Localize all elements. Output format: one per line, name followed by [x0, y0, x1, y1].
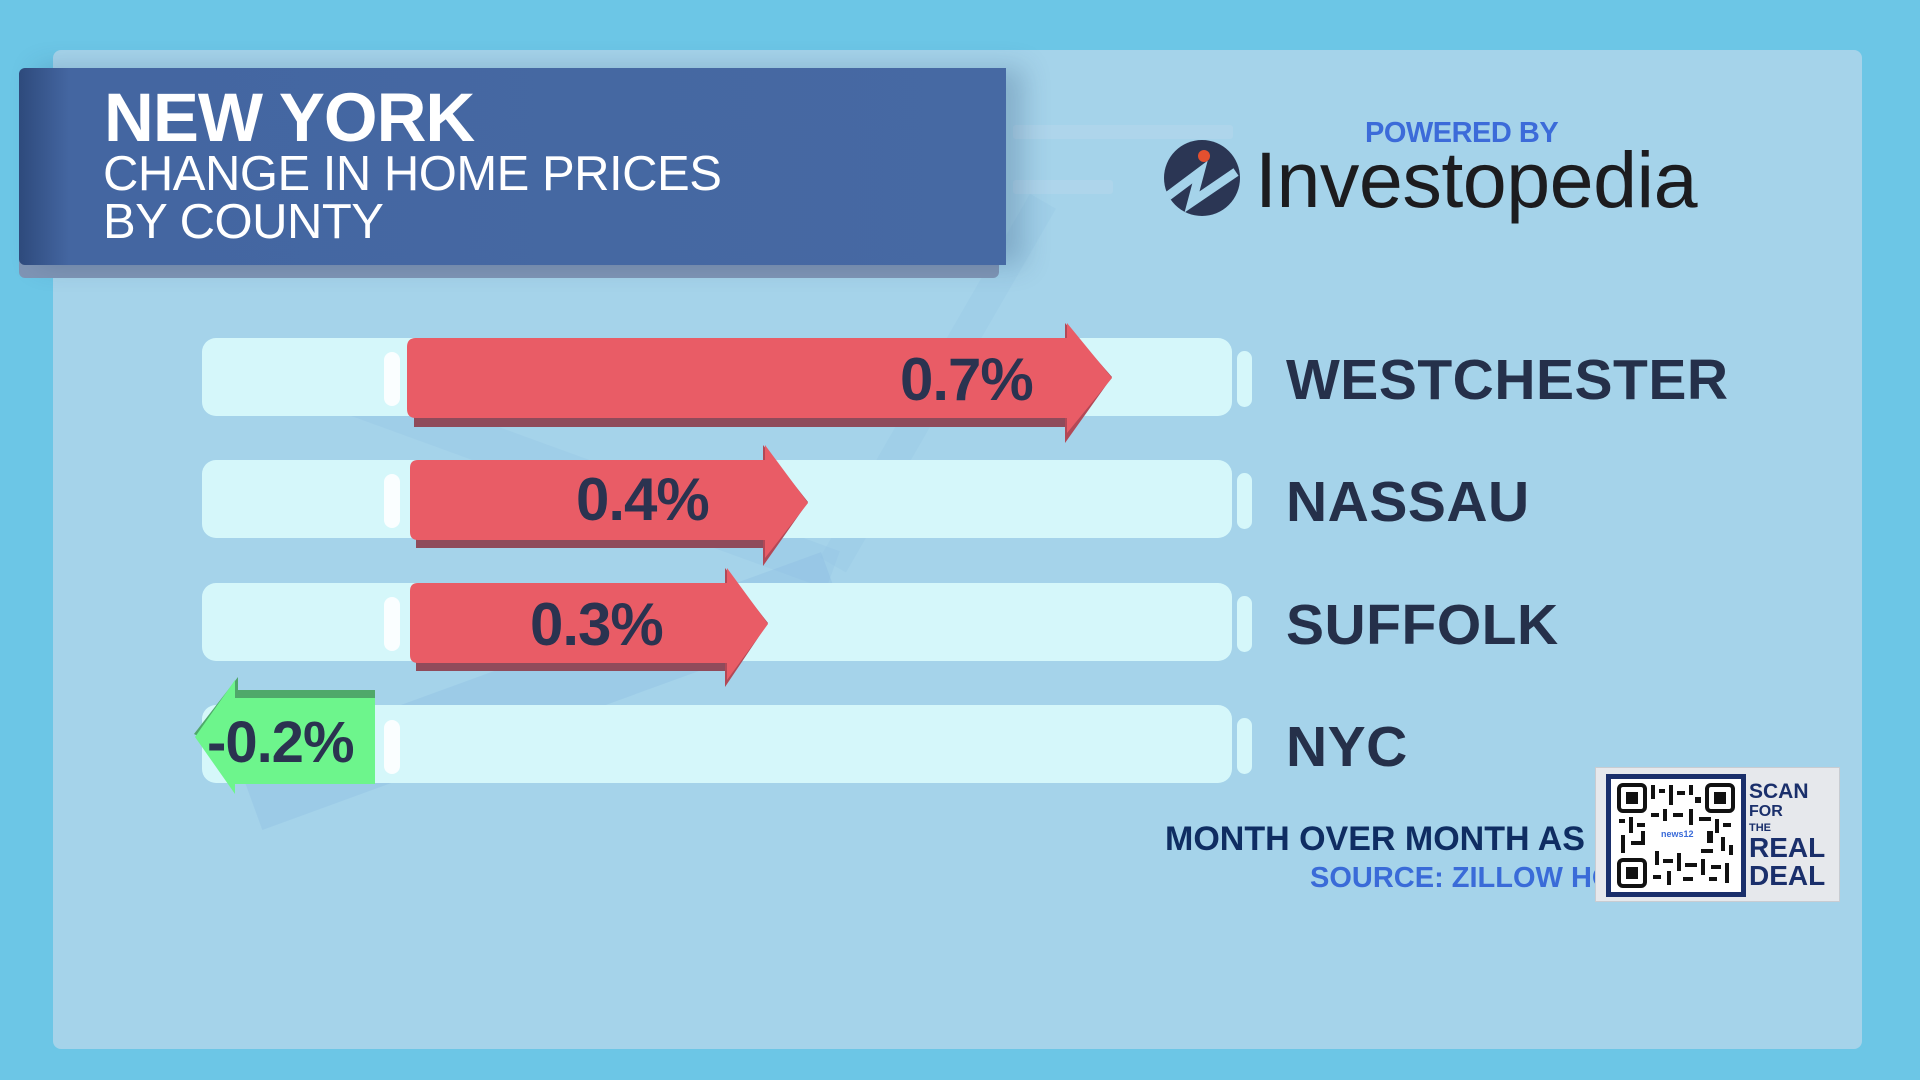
qr-caption-for: FOR: [1749, 803, 1783, 820]
chart-subtitle-line2: BY COUNTY: [103, 195, 384, 249]
source-note: SOURCE: ZILLOW HO: [1310, 862, 1615, 894]
bar-up-arrow: [407, 323, 1112, 443]
county-label: NYC: [1286, 715, 1408, 779]
bar-up-arrow: [410, 568, 768, 687]
qr-code-card[interactable]: news12 SCAN FOR THE REAL DEAL: [1595, 767, 1840, 902]
qr-caption-the: THE: [1749, 822, 1771, 834]
bar-up-arrow: [410, 445, 808, 566]
zero-marker: [384, 352, 400, 406]
bar-value-label: 0.3%: [530, 591, 664, 658]
bar-value-label: 0.4%: [576, 466, 710, 533]
zero-marker: [384, 720, 400, 774]
background-decoration: [1013, 180, 1113, 194]
track-end-marker: [1237, 473, 1252, 529]
title-banner: [19, 68, 1006, 265]
background-decoration: [1013, 125, 1233, 139]
powered-by-label: POWERED BY: [1365, 117, 1559, 149]
qr-code-icon: [1617, 783, 1735, 888]
bar-value-label: -0.2%: [207, 710, 355, 775]
track-end-marker: [1237, 596, 1252, 652]
period-note: MONTH OVER MONTH AS: [1165, 820, 1585, 858]
county-label: SUFFOLK: [1286, 593, 1559, 657]
zero-marker: [384, 474, 400, 528]
county-label: WESTCHESTER: [1286, 348, 1729, 412]
county-label: NASSAU: [1286, 470, 1530, 534]
bar-down-arrow: [194, 677, 375, 794]
track-end-marker: [1237, 718, 1252, 774]
qr-code[interactable]: news12: [1606, 774, 1746, 897]
qr-center-label: news12: [1659, 829, 1696, 839]
page-title: NEW YORK: [104, 79, 475, 156]
chart-subtitle-line1: CHANGE IN HOME PRICES: [103, 147, 722, 201]
investopedia-logo-icon: [1162, 138, 1242, 218]
bar-value-label: 0.7%: [900, 346, 1034, 413]
zero-marker: [384, 597, 400, 651]
track-end-marker: [1237, 351, 1252, 407]
qr-caption-real: REAL: [1749, 832, 1826, 863]
qr-caption-scan: SCAN: [1749, 780, 1809, 803]
qr-caption-deal: DEAL: [1749, 860, 1826, 891]
brand-name: Investopedia: [1255, 135, 1698, 224]
